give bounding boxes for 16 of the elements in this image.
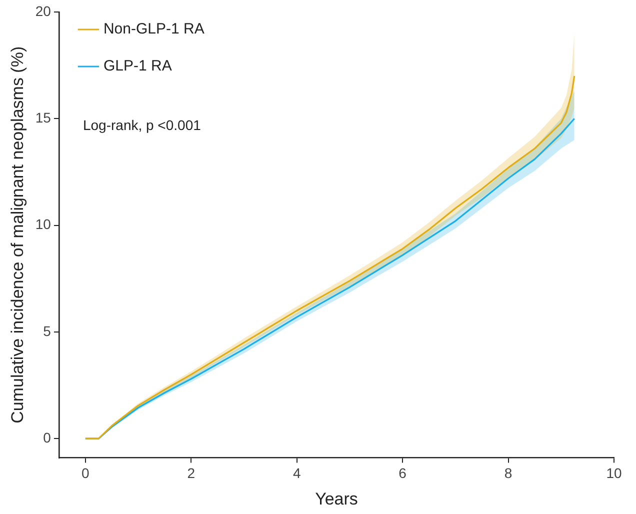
x-tick-label: 8 [504,465,512,482]
x-tick-label: 0 [82,465,90,482]
x-tick-label: 2 [187,465,196,482]
x-axis-title: Years [315,489,358,508]
legend-label: GLP-1 RA [103,58,172,75]
annotation: Log-rank, p <0.001 [82,116,202,133]
y-tick-label: 10 [35,216,52,232]
x-tick-label: 10 [606,465,622,482]
y-tick-label: 0 [43,429,52,446]
x-tick-label: 6 [398,465,407,482]
y-axis-title: Cumulative incidence of malignant neoplasms (%) [8,46,27,424]
y-tick-label: 5 [43,322,52,339]
legend-label: Non-GLP-1 RA [103,20,204,38]
x-tick-label: 4 [292,465,301,482]
y-tick-label: 20 [35,2,52,19]
y-tick-label: 15 [35,110,52,126]
